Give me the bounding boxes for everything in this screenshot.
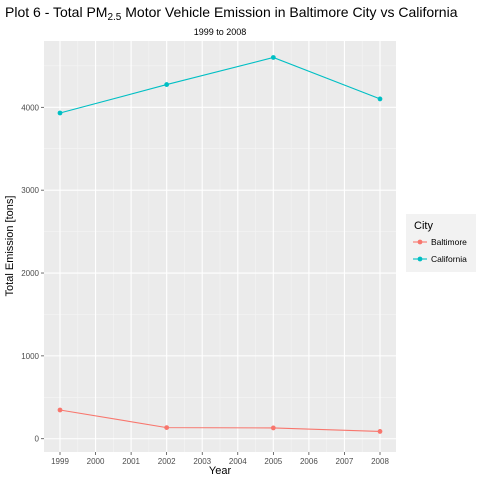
legend-item-baltimore: Baltimore [412, 234, 467, 250]
legend: City Baltimore California [406, 214, 476, 272]
x-tick-label: 2003 [193, 457, 211, 466]
data-point-baltimore [164, 425, 170, 431]
y-axis: 0 1000 2000 3000 4000 [21, 103, 44, 444]
legend-point-california [417, 256, 423, 262]
series-line-california [59, 56, 381, 114]
x-tick-label: 2000 [87, 457, 105, 466]
legend-item-california: California [412, 251, 467, 267]
series-layer [57, 55, 383, 434]
x-tick-label: 1999 [51, 457, 69, 466]
x-tick-label: 2007 [336, 457, 354, 466]
data-point-baltimore [57, 407, 63, 413]
chart-title: Plot 6 - Total PM2.5 Motor Vehicle Emiss… [5, 4, 458, 23]
x-tick-label: 2002 [158, 457, 176, 466]
x-axis: 1999 2000 2001 2002 2003 2004 2005 2006 2007 2008 [51, 452, 389, 466]
data-point-baltimore [270, 425, 276, 431]
data-point-california [57, 110, 63, 116]
data-point-california [377, 96, 383, 102]
y-tick-label: 0 [35, 435, 40, 444]
legend-title: City [414, 220, 433, 232]
data-point-california [164, 82, 170, 87]
chart-subtitle: 1999 to 2008 [194, 27, 247, 37]
x-axis-title: Year [209, 465, 232, 477]
legend-label-california: California [431, 254, 467, 264]
x-tick-label: 2005 [264, 457, 282, 466]
legend-point-baltimore [417, 239, 423, 245]
y-tick-label: 3000 [21, 186, 39, 195]
legend-items: Baltimore California [412, 234, 467, 267]
series-line-baltimore [59, 409, 381, 432]
x-tick-label: 2008 [371, 457, 389, 466]
legend-label-baltimore: Baltimore [431, 237, 467, 247]
y-tick-label: 4000 [21, 103, 39, 112]
minor-gridlines [44, 41, 396, 452]
x-tick-label: 2006 [300, 457, 318, 466]
x-tick-label: 2004 [229, 457, 247, 466]
data-point-california [270, 55, 276, 60]
y-tick-label: 1000 [21, 352, 39, 361]
data-point-baltimore [377, 429, 383, 434]
major-gridlines [44, 41, 396, 452]
x-tick-label: 2001 [122, 457, 140, 466]
y-tick-label: 2000 [21, 269, 39, 278]
y-axis-title: Total Emission [tons] [4, 196, 16, 297]
